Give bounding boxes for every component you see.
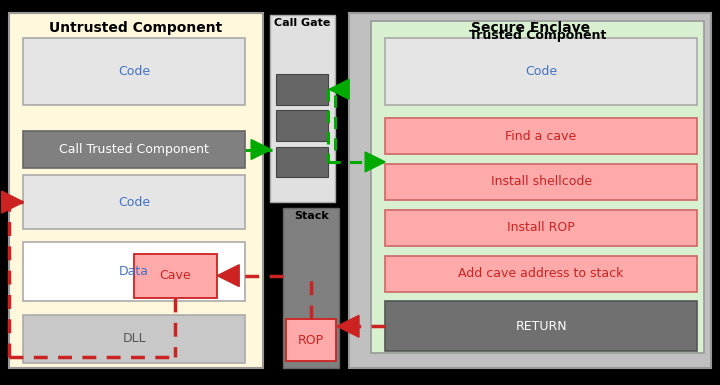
Text: Data: Data: [119, 265, 149, 278]
Text: Secure Enclave: Secure Enclave: [471, 21, 590, 35]
Bar: [276, 147, 328, 177]
Bar: [385, 164, 697, 200]
Text: Untrusted Component: Untrusted Component: [49, 21, 222, 35]
Bar: [371, 20, 704, 353]
Polygon shape: [217, 265, 239, 286]
Polygon shape: [329, 79, 349, 99]
Bar: [23, 315, 246, 363]
Bar: [9, 13, 264, 368]
Bar: [134, 254, 217, 298]
Bar: [283, 208, 339, 368]
Text: Cave: Cave: [160, 269, 191, 282]
Text: Code: Code: [118, 196, 150, 209]
Text: ROP: ROP: [298, 334, 324, 347]
Bar: [286, 320, 336, 362]
Text: DLL: DLL: [122, 332, 146, 345]
Bar: [270, 15, 335, 202]
Bar: [385, 301, 697, 351]
Bar: [385, 256, 697, 292]
Polygon shape: [251, 140, 271, 159]
Text: RETURN: RETURN: [516, 320, 567, 333]
Bar: [23, 175, 246, 229]
Text: Stack: Stack: [294, 211, 328, 221]
Bar: [349, 13, 711, 368]
Bar: [385, 118, 697, 154]
Text: Code: Code: [118, 65, 150, 78]
Bar: [23, 38, 246, 105]
Polygon shape: [337, 315, 359, 337]
Bar: [23, 242, 246, 301]
Polygon shape: [1, 191, 24, 213]
Bar: [385, 38, 697, 105]
Text: Code: Code: [525, 65, 557, 78]
Bar: [23, 131, 246, 167]
Bar: [385, 210, 697, 246]
Text: Add cave address to stack: Add cave address to stack: [459, 267, 624, 280]
Bar: [276, 110, 328, 141]
Bar: [276, 74, 328, 105]
Text: Find a cave: Find a cave: [505, 130, 577, 142]
Text: Call Trusted Component: Call Trusted Component: [59, 143, 209, 156]
Text: Install ROP: Install ROP: [507, 221, 575, 234]
Polygon shape: [365, 152, 385, 172]
Text: Trusted Component: Trusted Component: [469, 29, 606, 42]
Text: Install shellcode: Install shellcode: [490, 176, 592, 189]
Text: Call Gate: Call Gate: [274, 18, 330, 28]
